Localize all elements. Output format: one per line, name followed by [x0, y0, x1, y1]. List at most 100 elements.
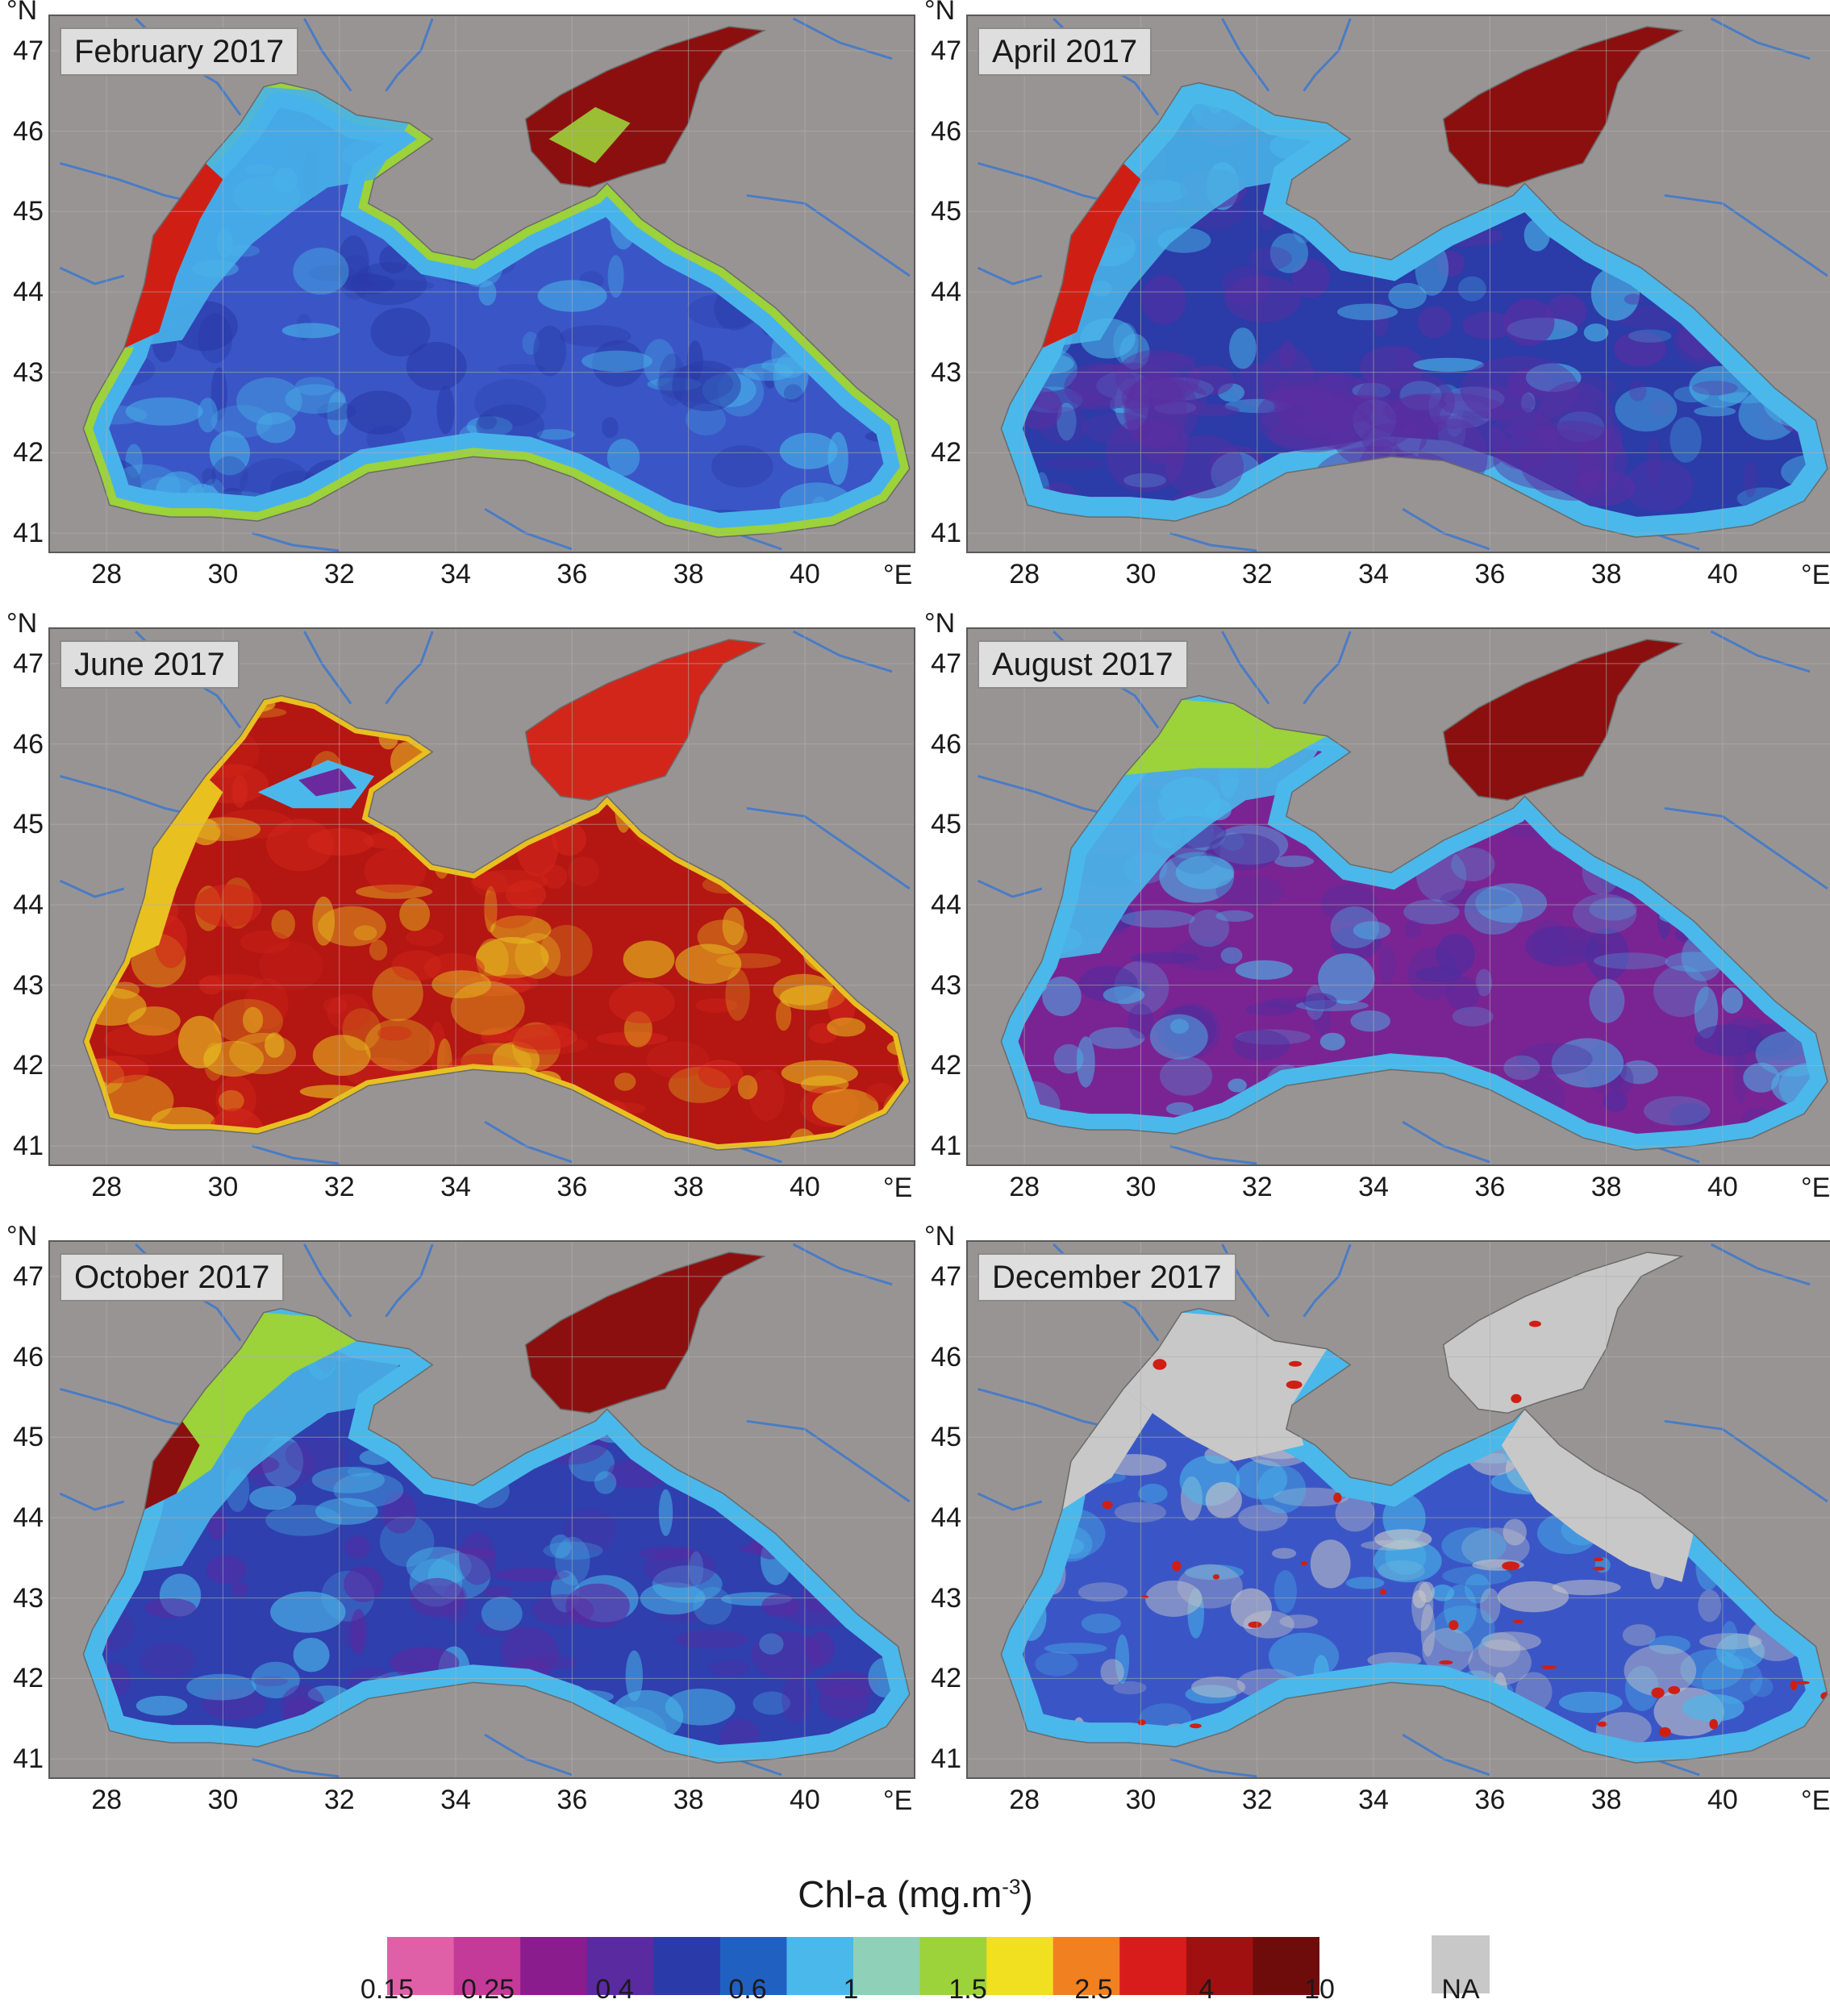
lon-tick-label: 30 — [207, 1785, 239, 1815]
river — [977, 1492, 1043, 1511]
river — [1221, 18, 1270, 92]
lon-tick-label: 28 — [1009, 559, 1040, 589]
lat-tick-label: 43 — [13, 1582, 44, 1614]
lon-tick-label: 32 — [323, 1172, 355, 1202]
chlorophyll-map — [966, 15, 1830, 553]
lat-tick-label: 41 — [931, 1743, 961, 1775]
river — [792, 1243, 893, 1286]
lon-unit: °E — [1801, 560, 1830, 590]
colorbar-segment — [1119, 1937, 1187, 1995]
lat-tick-label: 44 — [13, 276, 44, 307]
lon-tick-label: 36 — [557, 1785, 588, 1815]
lon-tick-label: 40 — [789, 559, 820, 589]
lat-unit: °N — [6, 0, 38, 26]
lat-tick-label: 47 — [931, 648, 961, 679]
lon-unit: °E — [883, 560, 913, 590]
lon-tick-label: 34 — [1358, 559, 1389, 589]
lon-tick-label: 34 — [440, 1172, 471, 1202]
river — [1303, 1243, 1352, 1318]
river — [746, 194, 911, 277]
lon-tick-label: 28 — [91, 1172, 123, 1202]
river — [1169, 1144, 1257, 1165]
colorbar-tick-label: 0.25 — [461, 1974, 515, 2005]
colorbar-segment — [1053, 1937, 1121, 1995]
map-panel-oct: October 2017 °N 47 46 45 44 43 42 41 28 30 32 34 36 38… — [0, 1221, 918, 1839]
colorbar-segment — [919, 1937, 988, 1995]
lat-tick-label: 47 — [13, 35, 44, 66]
lon-tick-label: 32 — [1241, 1785, 1273, 1815]
lat-tick-label: 45 — [13, 196, 44, 227]
lat-tick-label: 41 — [931, 1131, 961, 1162]
lat-unit: °N — [924, 608, 956, 639]
lon-unit: °E — [1801, 1173, 1830, 1203]
river — [977, 266, 1043, 285]
lat-tick-label: 42 — [13, 1663, 44, 1694]
lon-tick-label: 30 — [1125, 559, 1157, 589]
map-panel-feb: February 2017 °N 47 46 45 44 43 42 41 28 30 32 34 36 3… — [0, 0, 918, 613]
lon-tick-label: 38 — [1590, 1172, 1622, 1202]
colorbar-tick-label: 10 — [1304, 1974, 1335, 2005]
lat-tick-label: 42 — [13, 1050, 44, 1081]
colorbar-segment — [719, 1937, 788, 1995]
colorbar-segment — [586, 1937, 655, 1995]
lon-tick-label: 38 — [673, 1785, 704, 1815]
colorbar-tick-label: 0.4 — [595, 1974, 634, 2005]
map-frame — [966, 1240, 1830, 1779]
lon-unit: °E — [883, 1785, 913, 1816]
map-panel-dec: December 2017 °N 47 46 45 44 43 42 41 28 30 32 34 36 3… — [918, 1221, 1830, 1839]
colorbar-tick-label: 1 — [843, 1974, 859, 2005]
lat-tick-label: 41 — [13, 518, 44, 549]
lon-unit: °E — [883, 1173, 913, 1203]
legend-title-close: ) — [1020, 1873, 1033, 1915]
colorbar-tick-label: 0.15 — [360, 1974, 415, 2005]
lon-tick-label: 38 — [673, 559, 704, 589]
river — [1710, 17, 1811, 60]
lat-tick-label: 47 — [931, 35, 961, 66]
colorbar-segment — [853, 1937, 921, 1995]
map-frame — [48, 1240, 915, 1779]
panel-title: October 2017 — [60, 1253, 285, 1302]
lat-tick-label: 45 — [931, 809, 961, 840]
lat-tick-label: 46 — [931, 1341, 961, 1372]
colorbar-tick-label: 4 — [1198, 1974, 1215, 2005]
river — [385, 631, 434, 705]
river — [252, 531, 340, 552]
river — [252, 1757, 340, 1778]
lat-unit: °N — [924, 1221, 956, 1252]
chlorophyll-map — [966, 1240, 1830, 1779]
lat-tick-label: 45 — [13, 809, 44, 840]
lon-unit: °E — [1801, 1785, 1830, 1816]
lon-tick-label: 36 — [557, 559, 588, 589]
lat-tick-label: 43 — [931, 356, 961, 388]
colorbar-tick-label: 1.5 — [948, 1974, 987, 2005]
colorbar-segment — [453, 1937, 522, 1995]
lon-tick-label: 30 — [1125, 1172, 1157, 1202]
lon-tick-label: 34 — [1358, 1172, 1389, 1202]
lat-tick-label: 46 — [13, 1341, 44, 1372]
map-frame — [966, 15, 1830, 553]
river — [1221, 631, 1270, 705]
river — [1664, 1419, 1828, 1503]
river — [977, 879, 1043, 898]
colorbar-tick-label: 2.5 — [1074, 1974, 1113, 2005]
lat-tick-label: 47 — [13, 648, 44, 679]
river — [1303, 18, 1352, 92]
lon-tick-label: 40 — [1707, 1785, 1738, 1815]
river — [1710, 1243, 1811, 1286]
river — [746, 806, 911, 890]
lon-tick-label: 32 — [323, 559, 355, 589]
map-panel-apr: April 2017 °N 47 46 45 44 43 42 41 28 30 32 34 36 38 40… — [918, 0, 1830, 613]
lat-tick-label: 42 — [931, 1050, 961, 1081]
colorbar-tick-label: 0.6 — [728, 1974, 767, 2005]
lon-tick-label: 38 — [1590, 1785, 1622, 1815]
lat-tick-label: 42 — [931, 1663, 961, 1694]
na-swatch — [1432, 1935, 1490, 1993]
colorbar-segment — [986, 1937, 1054, 1995]
river — [303, 1243, 352, 1318]
map-frame — [48, 15, 915, 553]
river — [792, 17, 893, 60]
river — [746, 1419, 911, 1503]
river — [303, 18, 352, 92]
colorbar-segment — [786, 1937, 854, 1995]
lon-tick-label: 34 — [440, 1785, 471, 1815]
